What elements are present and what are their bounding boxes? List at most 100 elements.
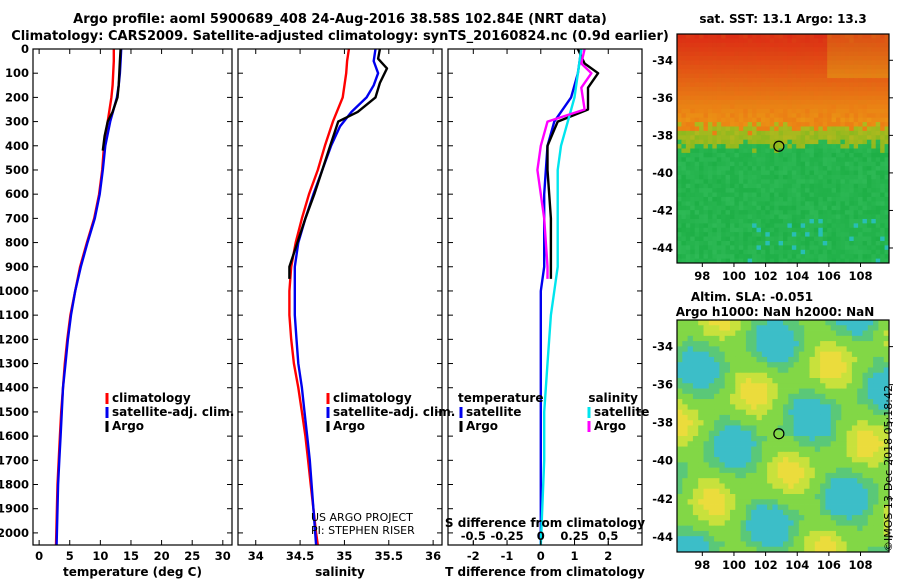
salinity-legend-label: Argo — [333, 419, 365, 433]
sla-map-subtitle: Argo h1000: NaN h2000: NaN — [676, 305, 875, 319]
sst-map-ytick-label: -42 — [652, 203, 673, 217]
depth-tick-label: 1900 — [0, 502, 29, 516]
sst-map-xtick-label: 104 — [785, 269, 809, 283]
diff-legend-salinity-label: satellite — [594, 405, 649, 419]
sst-map-xtick-label: 108 — [849, 269, 873, 283]
difference-xlabel: T difference from climatology — [445, 565, 645, 579]
sla-map-ytick-label: -40 — [652, 454, 673, 468]
credit-text: ©IMOS 13-Dec-2018 05:18:42 — [882, 385, 895, 552]
temperature-xtick-label: 15 — [123, 549, 139, 563]
temperature-xtick-label: 0 — [35, 549, 43, 563]
salinity-xtick-label: 35.5 — [375, 549, 403, 563]
sla-map-ytick-label: -44 — [652, 530, 673, 544]
depth-tick-label: 700 — [5, 211, 29, 225]
temperature-legend-label: climatology — [112, 391, 191, 405]
annotation-pi: PI: STEPHEN RISER — [311, 524, 415, 537]
depth-tick-label: 1200 — [0, 332, 29, 346]
salinity-line-climatology — [288, 49, 351, 545]
salinity-xtick-label: 34 — [248, 549, 264, 563]
depth-tick-label: 1000 — [0, 284, 29, 298]
depth-tick-label: 1600 — [0, 429, 29, 443]
depth-tick-label: 200 — [5, 90, 29, 104]
difference-frame — [447, 48, 643, 546]
sst-map-argo-marker — [773, 140, 785, 152]
sst-map-xtick-label: 102 — [754, 269, 778, 283]
temperature-legend-label: Argo — [112, 419, 144, 433]
depth-tick-label: 400 — [5, 139, 29, 153]
difference-xtick-label: 0 — [537, 549, 545, 563]
sst-map-ytick-label: -40 — [652, 166, 673, 180]
sla-map-ytick-label: -38 — [652, 416, 673, 430]
sst-map-ytick-label: -34 — [652, 53, 673, 67]
difference-xtick-label: 1 — [571, 549, 579, 563]
depth-tick-label: 900 — [5, 260, 29, 274]
depth-tick-label: 1800 — [0, 478, 29, 492]
salinity-xtick-label: 36 — [425, 549, 441, 563]
difference-line-temperature-argo — [546, 49, 600, 279]
sla-map-title: Altim. SLA: -0.051 — [691, 290, 813, 304]
depth-tick-label: 2000 — [0, 526, 29, 540]
sla-map-cells — [677, 320, 889, 552]
depth-tick-label: 500 — [5, 163, 29, 177]
sdiff-xtick-label: 0.25 — [560, 529, 588, 543]
sdiff-xtick-label: -0.25 — [490, 529, 523, 543]
sdiff-xtick-label: 0 — [537, 529, 545, 543]
diff-legend-temperature-label: Argo — [466, 419, 498, 433]
depth-tick-label: 600 — [5, 187, 29, 201]
difference-xtick-label: 2 — [604, 549, 612, 563]
depth-tick-label: 1700 — [0, 453, 29, 467]
sla-map-argo-marker — [773, 428, 785, 440]
salinity-line-argo — [288, 49, 389, 279]
sla-map-xtick-label: 104 — [785, 558, 809, 572]
sla-map-ytick-label: -34 — [652, 340, 673, 354]
sla-map-xtick-label: 102 — [754, 558, 778, 572]
temperature-line-satellite-adj-clim- — [55, 49, 123, 545]
salinity-line-satellite-adj-clim- — [293, 49, 380, 545]
diff-legend-temperature-title: temperature — [458, 391, 543, 405]
temperature-xtick-label: 20 — [154, 549, 170, 563]
temperature-xlabel: temperature (deg C) — [63, 565, 202, 579]
annotation-project: US ARGO PROJECT — [311, 511, 413, 524]
difference-series-group — [536, 49, 600, 545]
sst-map-ytick-label: -44 — [652, 241, 673, 255]
sst-map-frame — [676, 33, 890, 264]
depth-tick-label: 1100 — [0, 308, 29, 322]
temperature-xtick-label: 5 — [66, 549, 74, 563]
temperature-series-group — [54, 49, 123, 545]
salinity-series-group — [288, 49, 389, 545]
salinity-xlabel: salinity — [315, 565, 365, 579]
sdiff-xlabel: S difference from climatology — [445, 516, 645, 530]
difference-xtick-label: -1 — [501, 549, 514, 563]
difference-line-salinity-satellite — [539, 49, 583, 545]
sla-map-xtick-label: 98 — [694, 558, 710, 572]
temperature-xtick-label: 10 — [92, 549, 108, 563]
title-line-1: Argo profile: aoml 5900689_408 24-Aug-20… — [73, 12, 607, 27]
sla-map-xtick-label: 108 — [849, 558, 873, 572]
temperature-xtick-label: 25 — [184, 549, 200, 563]
salinity-legend-label: climatology — [333, 391, 412, 405]
sst-map-cells — [677, 34, 889, 263]
salinity-legend-label: satellite-adj. clim. — [333, 405, 455, 419]
temperature-frame — [32, 48, 233, 546]
salinity-frame — [237, 48, 443, 546]
sla-map-xtick-label: 106 — [817, 558, 841, 572]
temperature-xtick-label: 30 — [215, 549, 231, 563]
temperature-line-argo — [101, 49, 122, 151]
difference-xtick-label: -2 — [467, 549, 480, 563]
salinity-xtick-label: 35 — [336, 549, 352, 563]
sst-map-title: sat. SST: 13.1 Argo: 13.3 — [699, 12, 866, 26]
depth-tick-label: 800 — [5, 236, 29, 250]
sst-map-ytick-label: -38 — [652, 128, 673, 142]
sla-map-xtick-label: 100 — [722, 558, 746, 572]
difference-line-salinity-argo — [536, 49, 593, 279]
temperature-line-climatology — [54, 49, 116, 545]
sst-map-ytick-label: -36 — [652, 91, 673, 105]
depth-tick-label: 300 — [5, 115, 29, 129]
sst-map-xtick-label: 100 — [722, 269, 746, 283]
diff-legend-temperature-label: satellite — [466, 405, 521, 419]
salinity-xtick-label: 34.5 — [286, 549, 314, 563]
sdiff-xtick-label: -0.5 — [461, 529, 486, 543]
depth-tick-label: 0 — [21, 42, 29, 56]
title-line-2: Climatology: CARS2009. Satellite-adjuste… — [11, 29, 669, 44]
